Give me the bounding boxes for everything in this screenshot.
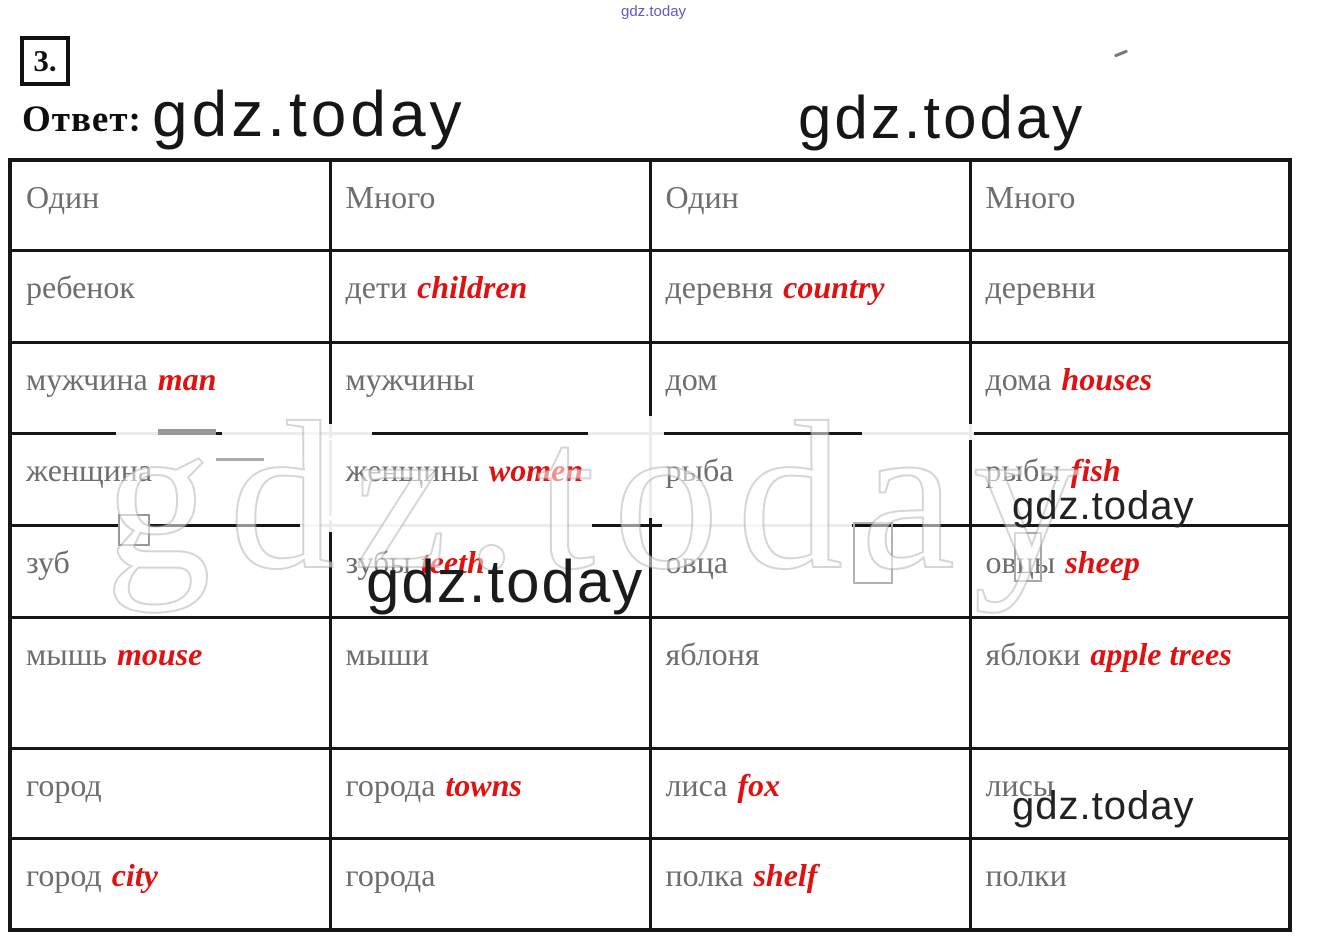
russian-word: лисы (985, 766, 1055, 803)
russian-word: овцы (985, 543, 1056, 580)
table-row: город city города полка shelf полки (8, 836, 1292, 932)
russian-word: города (345, 766, 436, 803)
word-cell: мужчины (328, 340, 652, 435)
table-row: ребенок дети children деревня country деревни (8, 248, 1292, 344)
word-cell: дома houses (968, 340, 1292, 435)
column-header-3: Много (968, 158, 1292, 252)
table-row: мышь mouse мыши яблоня яблоки apple trees (8, 615, 1292, 750)
watermark-answer-line: gdz.today (152, 78, 466, 150)
word-cell: женщины women (328, 431, 652, 527)
word-cell: полка shelf (648, 836, 972, 932)
russian-word: овца (665, 543, 728, 580)
word-cell: мыши (328, 615, 652, 750)
russian-word: яблоня (665, 635, 760, 672)
russian-word: деревни (985, 268, 1096, 305)
task-number-box: 3. (20, 36, 70, 86)
word-cell: рыба (648, 431, 972, 527)
scan-speck (1113, 49, 1129, 58)
answer-label: Ответ: (22, 99, 142, 140)
russian-word: рыба (665, 451, 734, 488)
watermark-top-blue: gdz.today (621, 3, 687, 20)
word-cell: ребенок (8, 248, 332, 344)
word-cell: деревня country (648, 248, 972, 344)
russian-word: город (26, 856, 102, 893)
english-answer: city (111, 856, 158, 893)
russian-word: полка (665, 856, 744, 893)
russian-word: зубы (345, 543, 411, 580)
english-answer: shelf (753, 856, 818, 893)
word-cell: зуб (8, 523, 332, 619)
english-answer: fox (737, 766, 781, 803)
russian-word: ребенок (26, 268, 135, 305)
plural-forms-table: Один Много Один Много ребенок дети children де… (8, 158, 1292, 932)
word-cell: дом (648, 340, 972, 435)
word-cell: город (8, 746, 332, 840)
russian-word: города (345, 856, 436, 893)
russian-word: мужчина (26, 360, 148, 397)
russian-word: дети (345, 268, 408, 305)
word-cell: деревни (968, 248, 1292, 344)
english-answer: man (157, 360, 217, 397)
russian-word: рыбы (985, 451, 1061, 488)
russian-word: дом (665, 360, 718, 397)
russian-word: лиса (665, 766, 728, 803)
word-cell: лисы (968, 746, 1292, 840)
russian-word: женщины (345, 451, 479, 488)
english-answer: towns (445, 766, 522, 803)
english-answer: mouse (116, 635, 203, 672)
table-row: зуб зубы teeth овца овцы sheep (8, 523, 1292, 619)
word-cell: зубы teeth (328, 523, 652, 619)
table-body: ребенок дети children деревня country деревни… (8, 248, 1292, 932)
russian-word: яблоки (985, 635, 1081, 672)
word-cell: женщина (8, 431, 332, 527)
russian-word: мышь (26, 635, 107, 672)
english-answer: houses (1061, 360, 1153, 397)
russian-word: мыши (345, 635, 430, 672)
word-cell: яблоня (648, 615, 972, 750)
english-answer: sheep (1065, 543, 1140, 580)
word-cell: дети children (328, 248, 652, 344)
column-header-0: Один (8, 158, 332, 252)
english-answer: women (488, 451, 584, 488)
column-header-1: Много (328, 158, 652, 252)
russian-word: мужчины (345, 360, 475, 397)
english-answer: children (417, 268, 528, 305)
table-row: город города towns лиса fox лисы (8, 746, 1292, 840)
word-cell: мужчина man (8, 340, 332, 435)
russian-word: дома (985, 360, 1052, 397)
word-cell: яблоки apple trees (968, 615, 1292, 750)
russian-word: зуб (26, 543, 70, 580)
table-header: Один Много Один Много (8, 158, 1292, 252)
russian-word: деревня (665, 268, 774, 305)
english-answer: fish (1070, 451, 1121, 488)
russian-word: город (26, 766, 102, 803)
russian-word: полки (985, 856, 1067, 893)
word-cell: овца (648, 523, 972, 619)
column-header-2: Один (648, 158, 972, 252)
word-cell: овцы sheep (968, 523, 1292, 619)
watermark-top-right: gdz.today (798, 84, 1086, 151)
russian-word: женщина (26, 451, 153, 488)
english-answer: apple trees (1090, 635, 1232, 672)
word-cell: город city (8, 836, 332, 932)
header-row: Один Много Один Много (8, 158, 1292, 252)
word-cell: мышь mouse (8, 615, 332, 750)
table-row: женщина женщины women рыба рыбы fish (8, 431, 1292, 527)
word-cell: рыбы fish (968, 431, 1292, 527)
word-cell: города (328, 836, 652, 932)
english-answer: teeth (420, 543, 485, 580)
table-row: мужчина man мужчины дом дома houses (8, 340, 1292, 435)
word-cell: лиса fox (648, 746, 972, 840)
word-cell: полки (968, 836, 1292, 932)
word-cell: города towns (328, 746, 652, 840)
english-answer: country (783, 268, 885, 305)
